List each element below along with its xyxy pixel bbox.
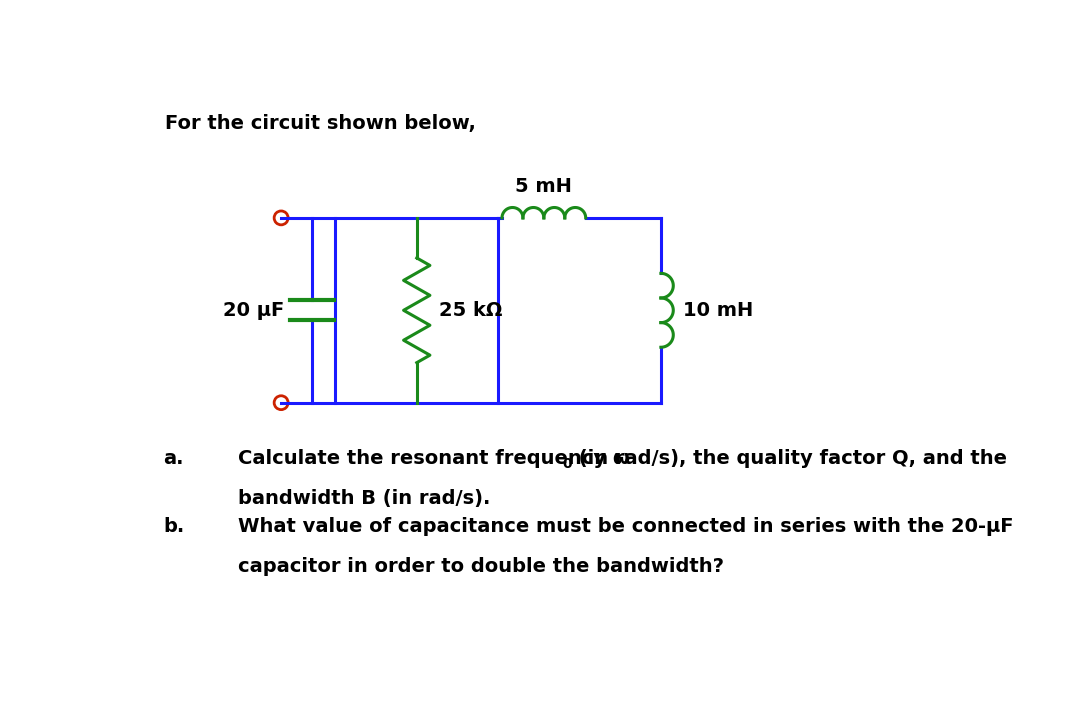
Text: (in rad/s), the quality factor Q, and the: (in rad/s), the quality factor Q, and th…: [572, 449, 1007, 468]
Text: 10 mH: 10 mH: [682, 301, 753, 320]
Text: 5 mH: 5 mH: [515, 177, 572, 196]
Text: Calculate the resonant frequency ω: Calculate the resonant frequency ω: [239, 449, 631, 468]
Text: capacitor in order to double the bandwidth?: capacitor in order to double the bandwid…: [239, 557, 724, 576]
Text: 20 μF: 20 μF: [223, 301, 284, 320]
Text: a.: a.: [163, 449, 184, 468]
Text: bandwidth B (in rad/s).: bandwidth B (in rad/s).: [239, 489, 491, 508]
Text: 0: 0: [562, 457, 572, 471]
Text: For the circuit shown below,: For the circuit shown below,: [165, 114, 476, 133]
Text: What value of capacitance must be connected in series with the 20-μF: What value of capacitance must be connec…: [239, 517, 1014, 536]
Text: 25 kΩ: 25 kΩ: [439, 301, 502, 320]
Text: b.: b.: [163, 517, 184, 536]
